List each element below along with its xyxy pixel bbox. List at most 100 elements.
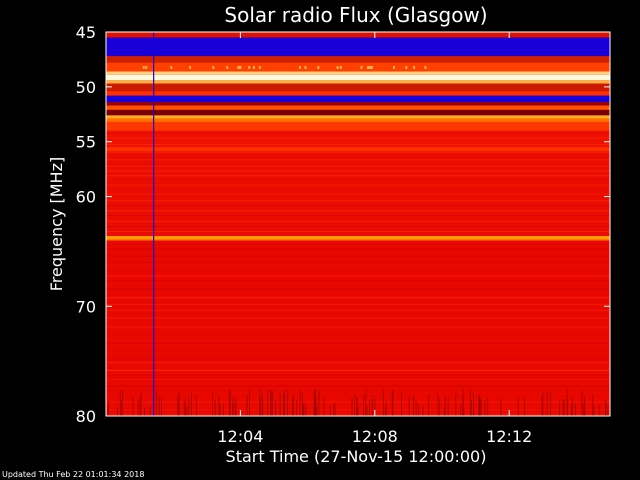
noise-tick [566,388,568,416]
frequency-band [106,74,610,81]
noise-tick [478,395,480,416]
noise-tick [333,402,335,416]
y-tick-label: 55 [76,133,96,152]
noise-tick [120,399,122,416]
noise-tick [329,405,331,416]
noise-tick [480,398,482,416]
noise-tick [443,407,445,416]
burst-spike [336,66,339,70]
y-tick-label: 45 [76,23,96,42]
noise-tick [550,390,552,416]
frequency-band [106,80,610,84]
noise-tick [212,391,214,416]
frequency-band [106,91,610,96]
frequency-band [106,32,610,38]
spectrum-striation [106,385,610,387]
burst-spike [317,66,320,70]
noise-tick [140,392,142,416]
frequency-band [106,130,610,148]
noise-tick [183,401,185,416]
noise-tick [415,399,417,416]
burst-spike [368,66,371,70]
spectrum-striation [106,210,610,212]
noise-tick [190,392,192,416]
noise-tick [188,398,190,416]
noise-tick [542,390,544,416]
noise-tick [302,404,304,416]
noise-tick [296,399,298,416]
spectrum-striation [106,220,610,222]
noise-tick [487,397,489,416]
interference-line [153,32,155,416]
spectrum-striation [106,326,610,328]
noise-tick [447,397,449,416]
noise-tick [598,404,600,416]
spectrum-striation [106,342,610,344]
spectrum-striation [106,369,610,371]
noise-tick [562,399,564,416]
noise-tick [232,404,234,416]
noise-tick [524,397,526,416]
plot-frame [105,31,611,417]
spectrum-striation [106,151,610,153]
noise-tick [357,406,359,416]
noise-tick [541,397,543,416]
x-tick-label: 12:12 [486,427,532,446]
noise-tick [323,397,325,416]
noise-tick [369,399,371,416]
noise-tick [385,401,387,416]
noise-tick [607,405,609,416]
noise-tick [391,391,393,416]
spectrum-striation [106,390,610,392]
noise-tick [219,403,221,416]
noise-tick [246,395,248,416]
noise-tick [235,398,237,416]
noise-tick [517,397,519,416]
noise-tick [567,399,569,416]
spectrum-striation [106,358,610,360]
frequency-band [106,56,610,63]
noise-tick [234,400,236,416]
noise-tick [149,406,151,416]
frequency-band [106,102,610,106]
noise-tick [366,406,368,416]
noise-tick [371,400,373,416]
noise-tick [144,407,146,416]
burst-spike [252,66,255,70]
noise-tick [356,397,358,416]
x-tick-label: 12:08 [352,427,398,446]
spectrum-striation [106,231,610,233]
noise-tick [584,400,586,416]
noise-tick [195,395,197,416]
spectrum-striation [106,255,610,257]
noise-tick [392,390,394,416]
burst-spike [170,66,173,70]
noise-tick [470,400,472,416]
noise-tick [351,397,353,416]
burst-spike [226,66,229,70]
noise-tick [229,390,231,416]
noise-tick [413,395,415,416]
burst-spike [258,66,261,70]
burst-spike [370,66,373,70]
noise-tick [460,404,462,416]
spectrum-striation [106,205,610,207]
noise-tick [546,391,548,416]
noise-tick [593,406,595,416]
noise-tick [178,391,180,416]
y-tick-label: 50 [76,78,96,97]
spectrum-striation [106,165,610,167]
noise-tick [563,400,565,416]
noise-tick [484,399,486,416]
spectrum-striation [106,270,610,272]
noise-tick [316,406,318,416]
frequency-band [106,109,610,116]
noise-tick [107,405,109,416]
frequency-band [106,37,610,57]
spectrum-striation [106,275,610,277]
y-axis-label: Frequency [MHz] [47,157,66,291]
noise-tick [581,390,583,416]
noise-tick [299,390,301,416]
noise-tick [259,397,261,416]
